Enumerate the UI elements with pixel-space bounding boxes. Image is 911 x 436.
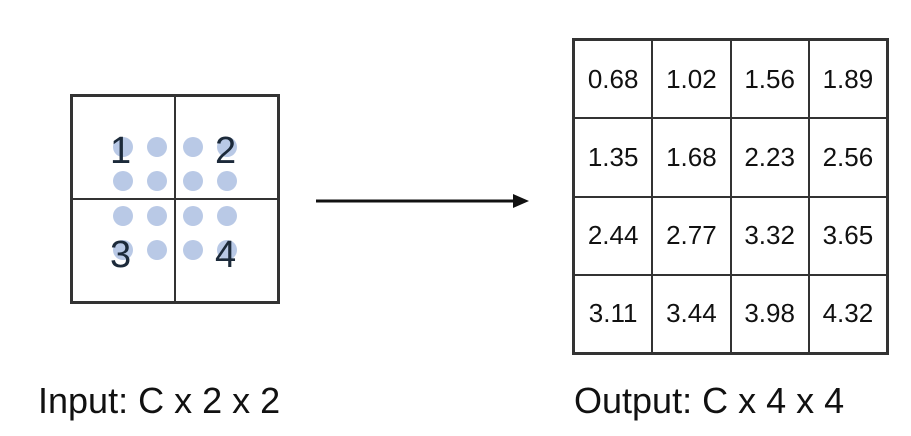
- input-value-1: 1: [110, 130, 132, 172]
- arrow-right-icon: [316, 194, 529, 208]
- input-cell: [175, 96, 278, 199]
- output-grid: 0.68 1.02 1.56 1.89 1.35 1.68 2.23 2.56 2.44 2.77…: [572, 38, 889, 355]
- input-value-3: 3: [110, 234, 132, 276]
- output-cell: 1.35: [574, 118, 653, 197]
- output-cell: 4.32: [808, 274, 887, 353]
- input-value-4: 4: [215, 234, 237, 276]
- input-cell: [175, 199, 278, 302]
- output-cell: 3.65: [808, 196, 887, 275]
- output-cell: 0.68: [574, 40, 653, 119]
- output-cell: 1.56: [730, 40, 809, 119]
- output-caption: Output: C x 4 x 4: [574, 380, 845, 421]
- output-cell: 1.02: [652, 40, 731, 119]
- output-cell: 3.32: [730, 196, 809, 275]
- output-cell: 3.11: [574, 274, 653, 353]
- input-caption: Input: C x 2 x 2: [38, 380, 281, 421]
- output-cell: 3.44: [652, 274, 731, 353]
- input-value-2: 2: [215, 130, 237, 172]
- input-grid: [70, 94, 280, 304]
- output-cell: 2.44: [574, 196, 653, 275]
- output-cell: 2.56: [808, 118, 887, 197]
- input-cell: [72, 96, 175, 199]
- output-cell: 1.89: [808, 40, 887, 119]
- output-cell: 2.77: [652, 196, 731, 275]
- input-cell: [72, 199, 175, 302]
- output-cell: 1.68: [652, 118, 731, 197]
- output-cell: 2.23: [730, 118, 809, 197]
- output-cell: 3.98: [730, 274, 809, 353]
